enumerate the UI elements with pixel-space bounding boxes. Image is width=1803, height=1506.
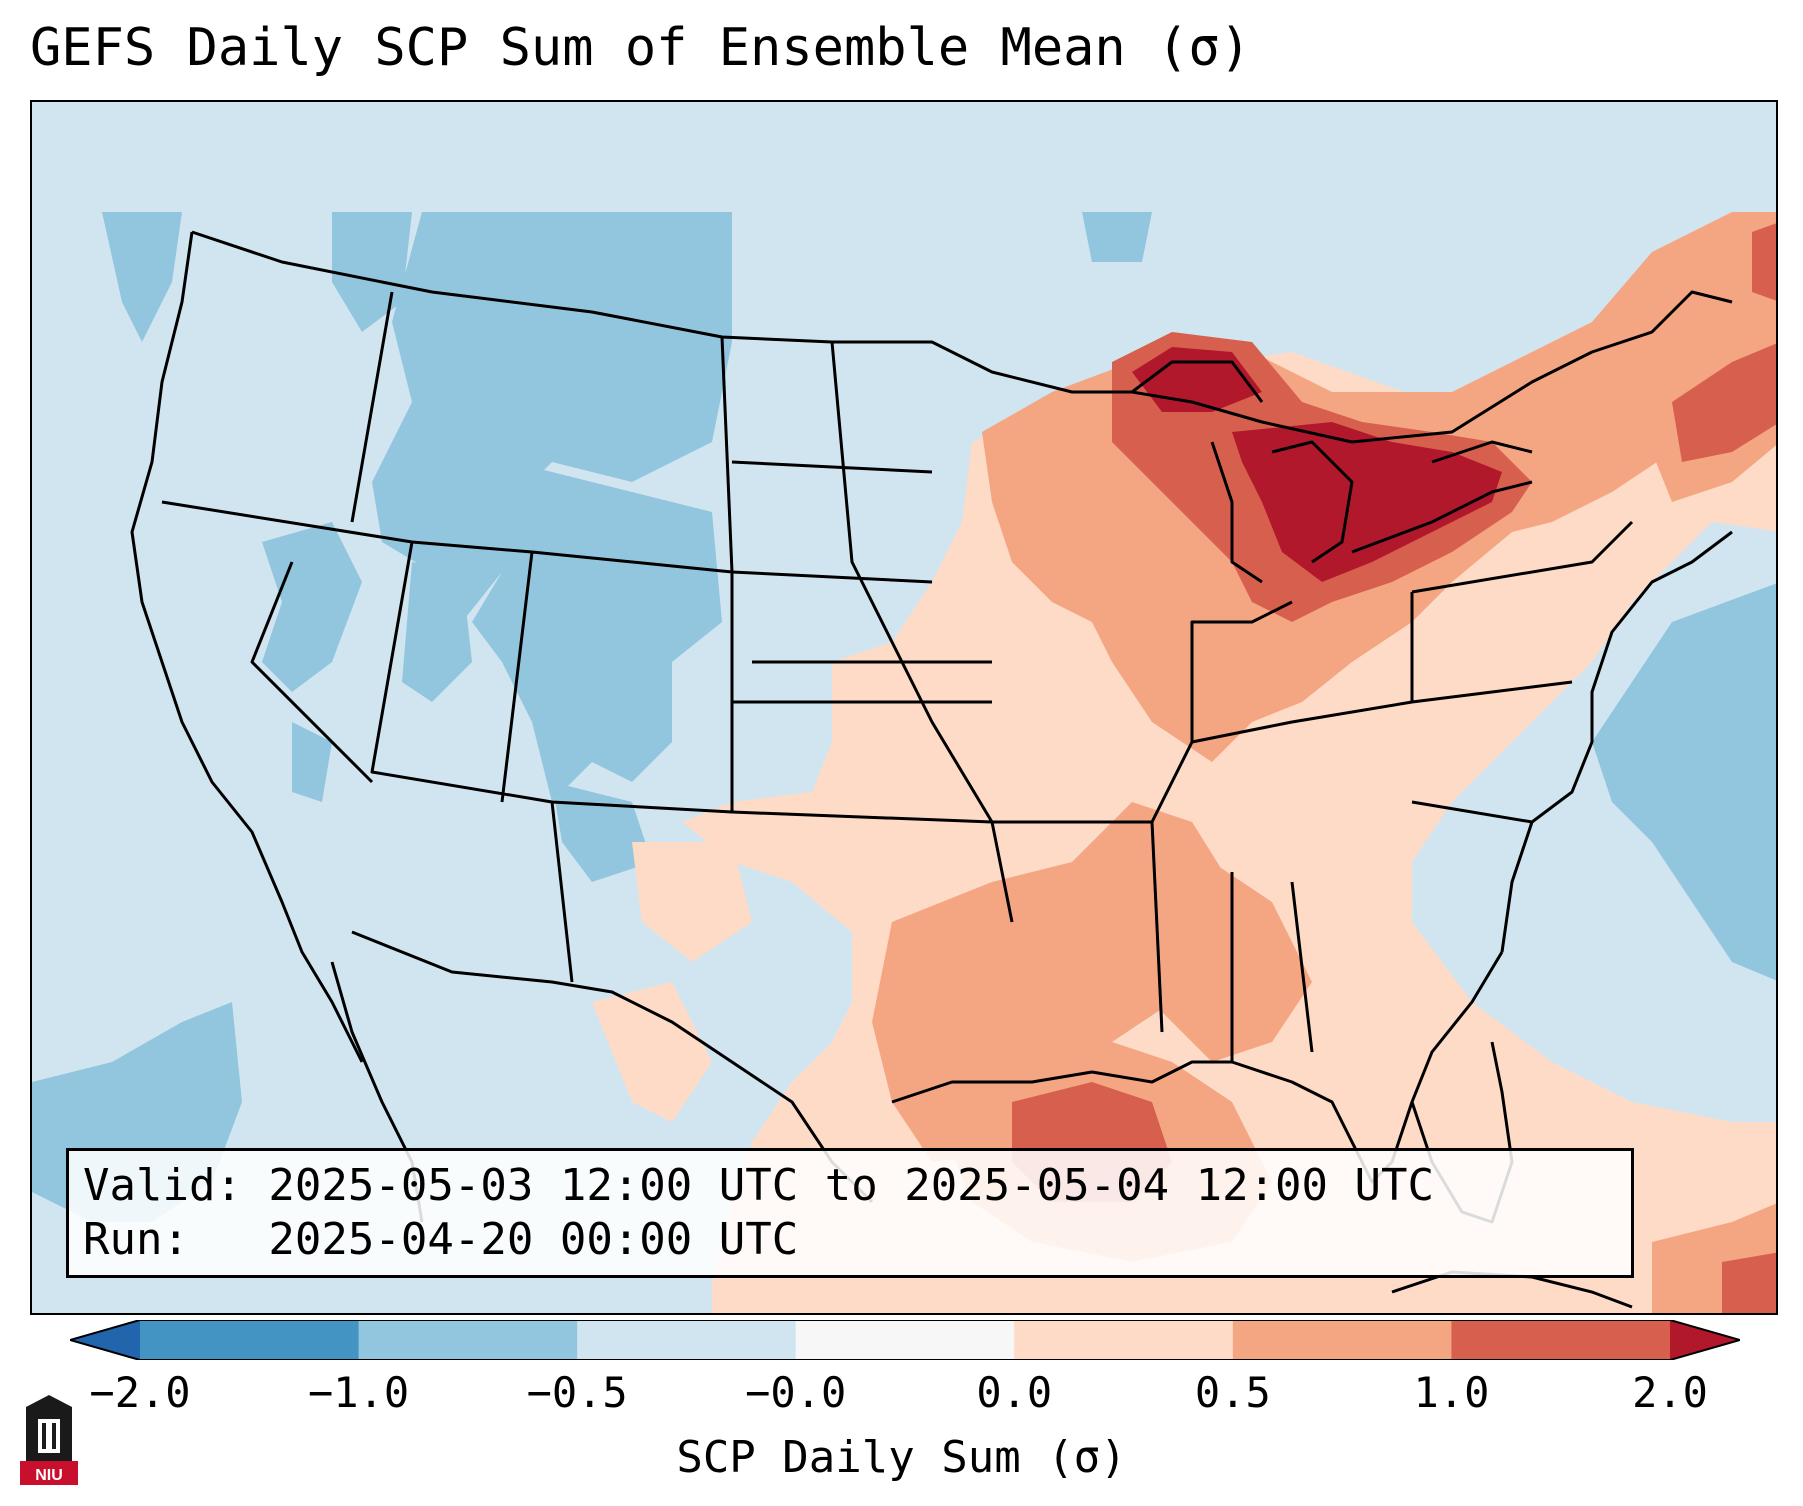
negative-anomaly-regions — [32, 212, 1776, 1222]
mexico-border — [351, 930, 874, 1204]
region-wyoming-colorado — [472, 462, 722, 802]
colorbar-tick-label: 0.5 — [1194, 1368, 1271, 1417]
westerly-states — [161, 291, 734, 983]
eastern-states — [992, 520, 1634, 1062]
boundaries — [130, 230, 1733, 1224]
gulf-coast — [891, 951, 1504, 1184]
region-ontario-north — [1082, 212, 1152, 262]
colorbar-segment — [795, 1320, 1015, 1360]
colorbar-tick-label: 0.0 — [976, 1368, 1053, 1417]
colorbar-tick-label: −1.0 — [307, 1368, 410, 1417]
colorbar-segment — [1232, 1320, 1452, 1360]
valid-time: Valid: 2025-05-03 12:00 UTC to 2025-05-0… — [83, 1160, 1435, 1211]
logo-text: NIU — [35, 1467, 63, 1484]
colorbar-extend-high — [1670, 1320, 1740, 1360]
colorbar-segment — [577, 1320, 797, 1360]
region-west-texas — [632, 842, 752, 962]
colorbar-tick-label: −0.5 — [526, 1368, 628, 1417]
region-great-basin — [262, 522, 362, 692]
colorbar-segment — [358, 1320, 578, 1360]
colorbar-segment — [1014, 1320, 1234, 1360]
colorbar-segment — [1451, 1320, 1671, 1360]
page-title: GEFS Daily SCP Sum of Ensemble Mean (σ) — [30, 18, 1251, 78]
plains-states — [720, 336, 1014, 923]
colorbar-tick-label: −2.0 — [89, 1368, 191, 1417]
logo-banner — [20, 1461, 78, 1485]
region-northern-rockies — [372, 212, 732, 622]
region-bc-coast — [102, 212, 182, 342]
region-far-northeast — [1752, 223, 1776, 301]
region-nevada-south — [292, 722, 332, 802]
atlantic-coast — [1500, 530, 1733, 953]
colorbar-segment — [140, 1320, 360, 1360]
valid-run-info-box: Valid: 2025-05-03 12:00 UTC to 2025-05-0… — [66, 1148, 1634, 1278]
scp-map — [32, 102, 1776, 1313]
region-caribbean-core — [1722, 1252, 1776, 1313]
region-nw-montana — [332, 212, 412, 332]
great-lakes-shores — [1131, 360, 1533, 584]
logo-roof — [26, 1395, 72, 1407]
colorbar-label: SCP Daily Sum (σ) — [676, 1432, 1127, 1483]
colorbar-tick-label: −0.0 — [745, 1368, 847, 1417]
colorbar-tick-label: 1.0 — [1413, 1368, 1490, 1417]
map-panel — [30, 100, 1778, 1315]
region-utah — [402, 562, 472, 702]
run-time: Run: 2025-04-20 00:00 UTC — [83, 1214, 799, 1265]
region-northeast-core — [1672, 343, 1776, 462]
colorbar-extend-low — [70, 1320, 140, 1360]
region-mexico-interior — [592, 982, 712, 1122]
colorbar — [70, 1320, 1740, 1360]
niu-logo: NIU — [20, 1395, 78, 1485]
pacific-coast — [130, 231, 364, 1063]
colorbar-tick-label: 2.0 — [1632, 1368, 1708, 1417]
region-atlantic-offshore — [1592, 583, 1776, 981]
